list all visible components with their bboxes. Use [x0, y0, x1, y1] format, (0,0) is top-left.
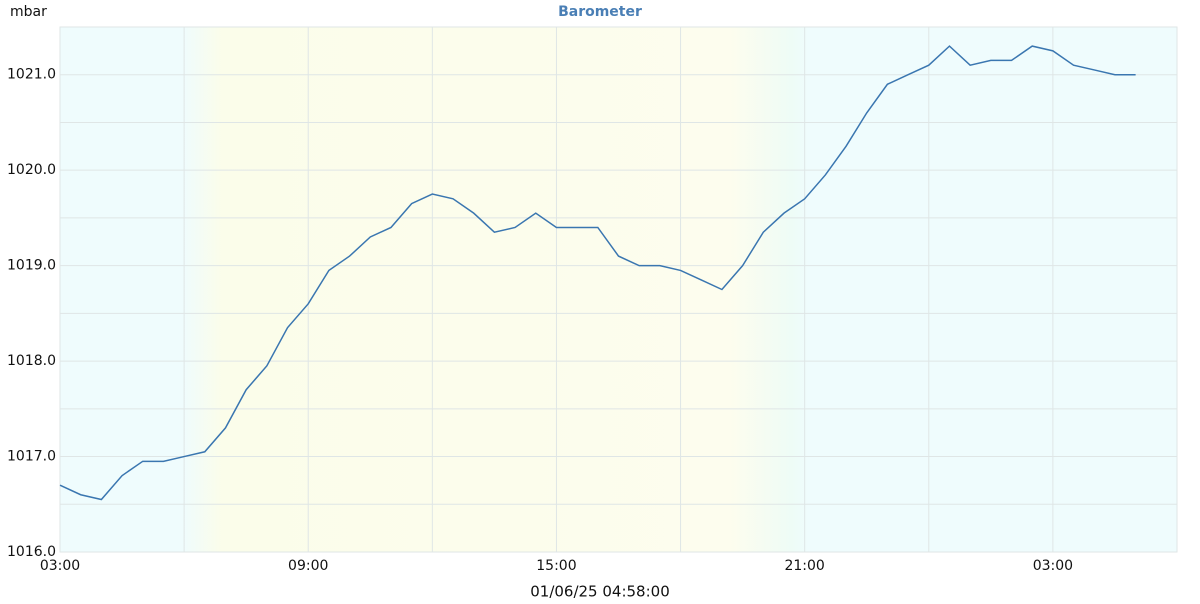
x-axis-label: 01/06/25 04:58:00 — [530, 583, 670, 601]
y-tick-label: 1020.0 — [7, 162, 56, 178]
y-tick-label: 1021.0 — [7, 67, 56, 83]
plot-background — [60, 27, 1177, 552]
chart-title: Barometer — [558, 4, 642, 20]
x-tick-label: 03:00 — [40, 558, 80, 574]
x-tick-label: 03:00 — [1033, 558, 1073, 574]
y-tick-label: 1017.0 — [7, 449, 56, 465]
x-tick-label: 21:00 — [784, 558, 824, 574]
y-tick-label: 1019.0 — [7, 258, 56, 274]
x-tick-label: 09:00 — [288, 558, 328, 574]
data-line — [59, 45, 1136, 501]
x-tick-label: 15:00 — [536, 558, 576, 574]
y-axis-label: mbar — [10, 4, 47, 20]
y-tick-label: 1018.0 — [7, 353, 56, 369]
y-tick-label: 1016.0 — [7, 544, 56, 560]
